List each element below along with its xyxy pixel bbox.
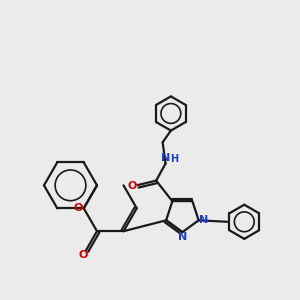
- Text: O: O: [128, 181, 137, 191]
- Text: O: O: [74, 203, 83, 213]
- Text: H: H: [170, 154, 178, 164]
- Text: N: N: [178, 232, 187, 242]
- Text: O: O: [79, 250, 88, 260]
- Text: N: N: [161, 153, 170, 163]
- Text: N: N: [199, 215, 208, 225]
